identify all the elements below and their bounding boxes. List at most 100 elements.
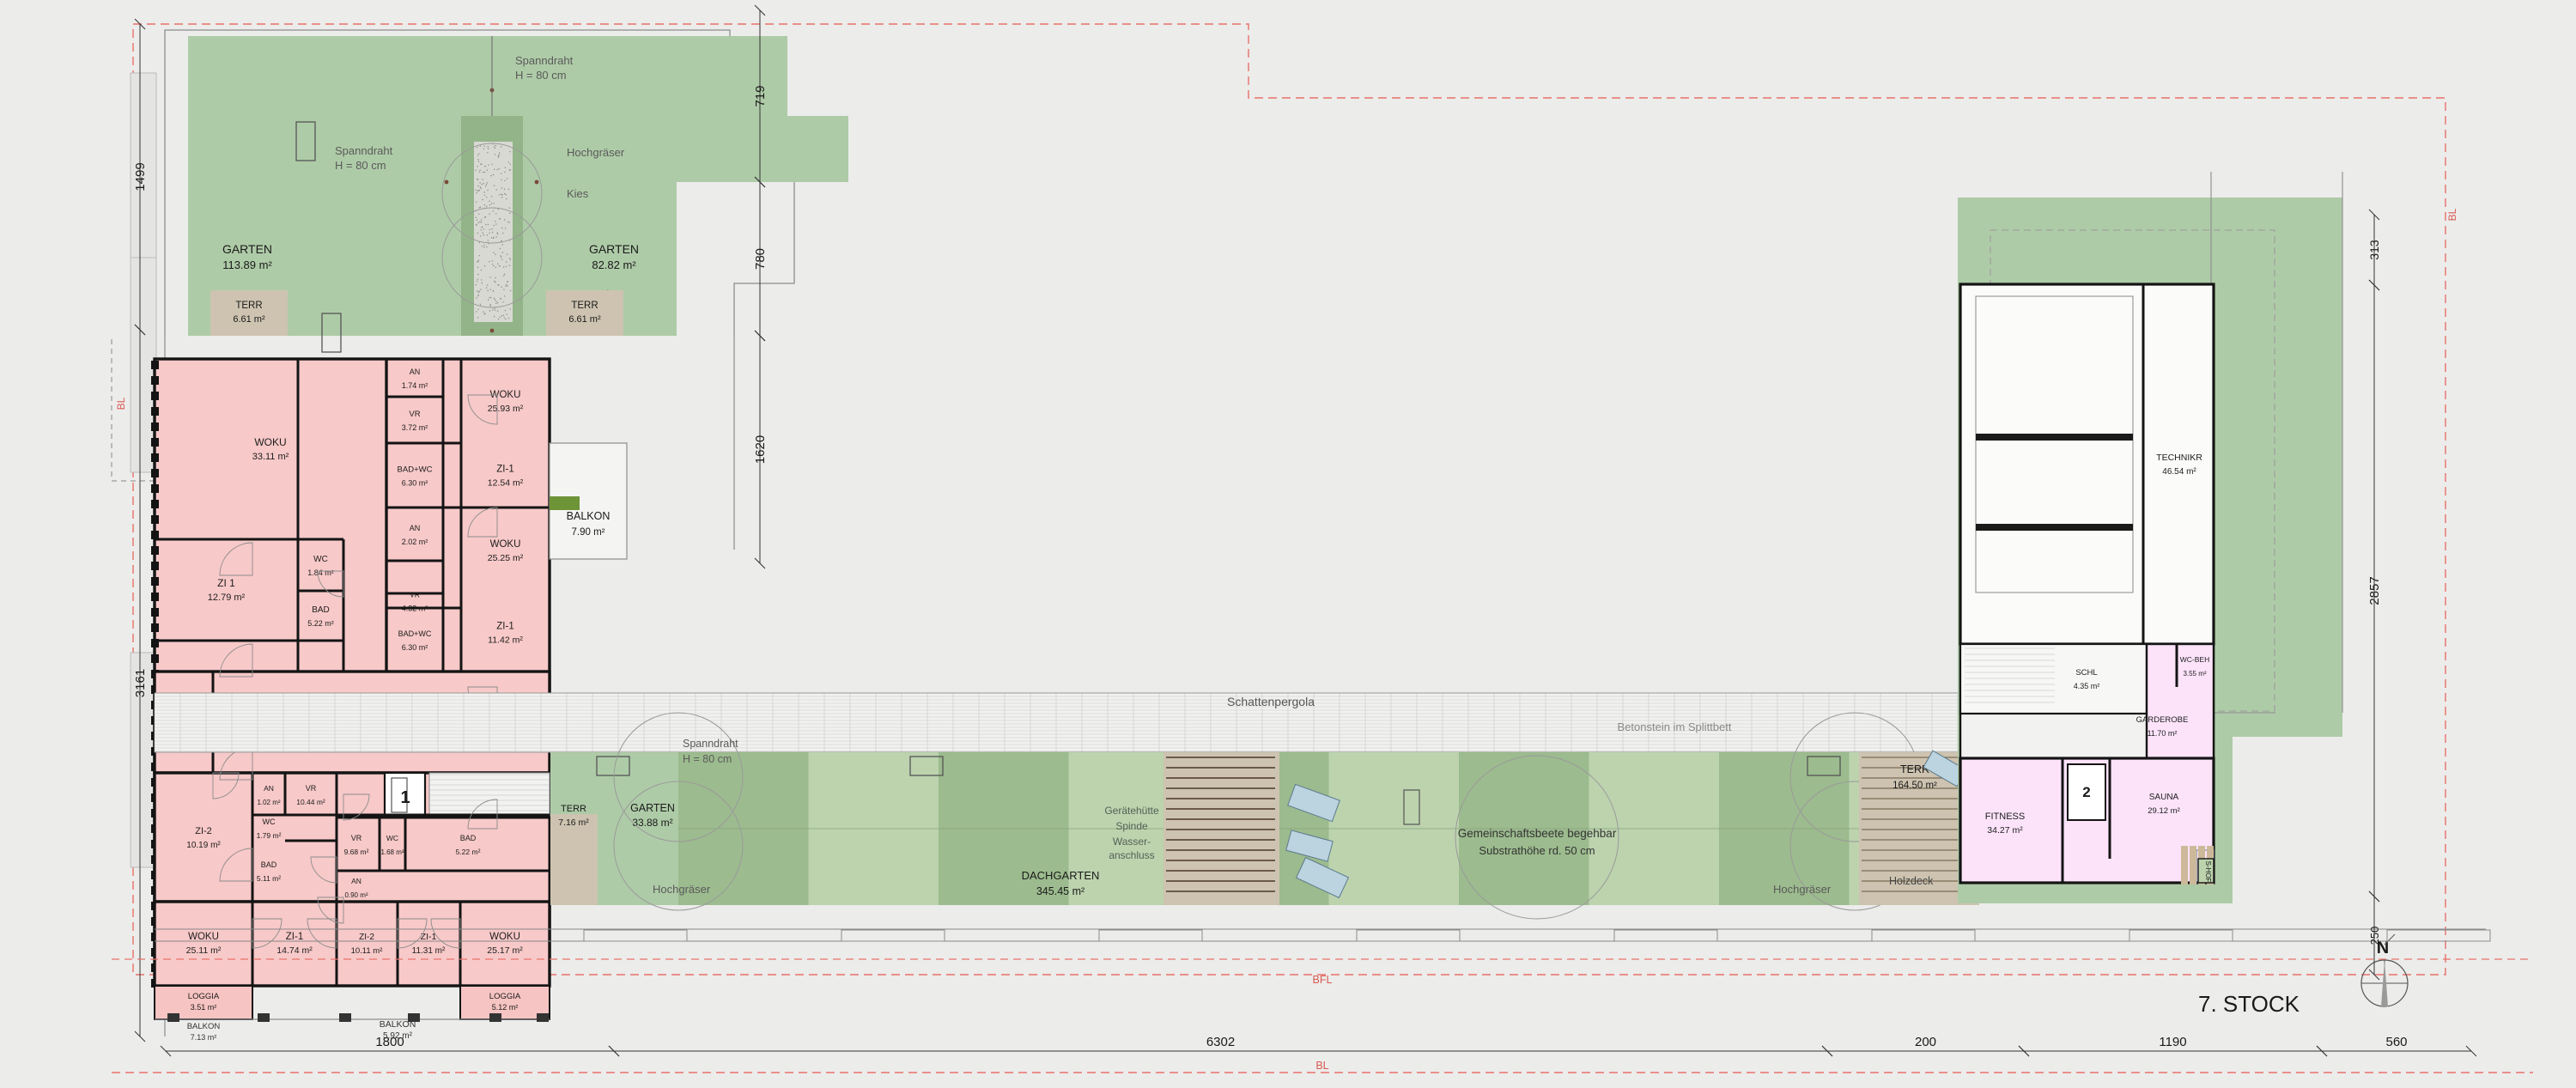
svg-text:BAD+WC: BAD+WC	[398, 629, 432, 638]
svg-text:25.93 m²: 25.93 m²	[488, 404, 524, 414]
svg-text:Holzdeck: Holzdeck	[1889, 875, 1934, 887]
svg-text:33.11 m²: 33.11 m²	[252, 452, 289, 462]
svg-text:BL: BL	[2446, 208, 2458, 221]
svg-text:Spinde: Spinde	[1115, 820, 1148, 832]
svg-text:25.17 m²: 25.17 m²	[487, 945, 523, 956]
svg-text:LOGGIA: LOGGIA	[489, 992, 521, 1001]
svg-text:25.25 m²: 25.25 m²	[488, 553, 524, 563]
svg-text:Betonstein im Splittbett: Betonstein im Splittbett	[1618, 720, 1732, 733]
svg-text:H = 80 cm: H = 80 cm	[515, 69, 567, 82]
svg-text:ZI-2: ZI-2	[359, 933, 374, 942]
svg-text:82.82 m²: 82.82 m²	[592, 258, 636, 271]
svg-text:5.12 m²: 5.12 m²	[492, 1003, 519, 1012]
svg-text:3.72 m²: 3.72 m²	[402, 423, 428, 432]
svg-text:113.89 m²: 113.89 m²	[222, 258, 272, 271]
svg-text:SCHL: SCHL	[2075, 668, 2097, 678]
svg-text:11.70 m²: 11.70 m²	[2148, 729, 2178, 738]
svg-text:Gerätehütte: Gerätehütte	[1104, 805, 1159, 817]
svg-text:WOKU: WOKU	[254, 436, 286, 448]
svg-text:2.02 m²: 2.02 m²	[402, 538, 428, 546]
svg-text:Spanndraht: Spanndraht	[683, 738, 738, 750]
svg-text:1.79 m²: 1.79 m²	[257, 831, 282, 840]
svg-text:12.79 m²: 12.79 m²	[208, 593, 246, 603]
svg-text:AN: AN	[410, 524, 421, 532]
svg-text:5.11 m²: 5.11 m²	[257, 874, 281, 883]
svg-text:14.74 m²: 14.74 m²	[276, 945, 313, 956]
svg-text:LOGGIA: LOGGIA	[188, 992, 220, 1001]
svg-text:313: 313	[2367, 240, 2381, 260]
svg-text:1190: 1190	[2159, 1035, 2186, 1049]
svg-text:ZI-1: ZI-1	[496, 465, 513, 475]
svg-text:10.19 m²: 10.19 m²	[186, 841, 221, 850]
svg-text:10.11 m²: 10.11 m²	[351, 946, 383, 956]
svg-text:46.54 m²: 46.54 m²	[2162, 467, 2196, 477]
svg-text:Hochgräser: Hochgräser	[653, 883, 711, 896]
svg-text:WOKU: WOKU	[489, 932, 520, 942]
svg-text:GARTEN: GARTEN	[222, 242, 272, 256]
svg-text:BAD: BAD	[261, 860, 277, 869]
svg-text:WOKU: WOKU	[188, 932, 219, 942]
svg-text:Wasser-: Wasser-	[1113, 836, 1151, 848]
svg-text:6.61 m²: 6.61 m²	[568, 314, 601, 325]
svg-text:5.22 m²: 5.22 m²	[456, 848, 481, 856]
svg-text:7. STOCK: 7. STOCK	[2198, 991, 2300, 1017]
svg-text:719: 719	[753, 85, 768, 106]
svg-text:3.55 m²: 3.55 m²	[2183, 670, 2206, 678]
svg-text:WC: WC	[313, 555, 328, 564]
svg-text:7.16 m²: 7.16 m²	[558, 818, 589, 828]
svg-text:7.13 m²: 7.13 m²	[191, 1033, 217, 1042]
svg-text:BFL: BFL	[1313, 974, 1333, 986]
svg-text:1620: 1620	[753, 435, 768, 464]
svg-text:Spanndraht: Spanndraht	[335, 144, 393, 157]
svg-text:TERR: TERR	[561, 804, 586, 814]
svg-text:11.42 m²: 11.42 m²	[488, 635, 523, 646]
svg-text:6.30 m²: 6.30 m²	[402, 479, 428, 488]
svg-text:164.50 m²: 164.50 m²	[1893, 781, 1937, 791]
svg-text:AN: AN	[264, 784, 274, 793]
svg-text:345.45 m²: 345.45 m²	[1036, 885, 1084, 897]
svg-text:Substrathöhe rd. 50 cm: Substrathöhe rd. 50 cm	[1479, 844, 1595, 857]
svg-text:TERR: TERR	[571, 301, 598, 311]
svg-text:GARDEROBE: GARDEROBE	[2136, 715, 2189, 725]
svg-text:BL: BL	[1315, 1060, 1328, 1072]
svg-text:2857: 2857	[2367, 576, 2382, 605]
svg-text:1.02 m²: 1.02 m²	[257, 799, 280, 806]
svg-text:BL: BL	[115, 397, 127, 410]
svg-text:1.74 m²: 1.74 m²	[402, 381, 428, 390]
svg-text:BALKON: BALKON	[567, 510, 611, 522]
svg-text:BALKON: BALKON	[187, 1022, 221, 1031]
svg-text:2: 2	[2082, 784, 2090, 800]
svg-text:FITNESS: FITNESS	[1985, 811, 2025, 822]
svg-text:33.88 m²: 33.88 m²	[632, 817, 672, 829]
svg-text:1.84 m²: 1.84 m²	[307, 568, 334, 577]
svg-text:S-HOF: S-HOF	[2204, 861, 2212, 883]
svg-text:Gemeinschaftsbeete begehbar: Gemeinschaftsbeete begehbar	[1458, 827, 1617, 840]
svg-text:1: 1	[400, 788, 410, 807]
svg-text:ZI-2: ZI-2	[195, 826, 212, 836]
svg-text:VR: VR	[306, 784, 317, 793]
svg-text:AN: AN	[410, 368, 421, 376]
svg-text:0.90 m²: 0.90 m²	[344, 891, 368, 899]
svg-text:6302: 6302	[1206, 1035, 1235, 1049]
svg-text:6.61 m²: 6.61 m²	[233, 314, 265, 325]
svg-text:12.54 m²: 12.54 m²	[488, 478, 524, 489]
svg-text:11.31 m²: 11.31 m²	[412, 946, 446, 956]
svg-text:BAD: BAD	[460, 834, 477, 842]
svg-text:SAUNA: SAUNA	[2149, 793, 2179, 802]
svg-text:1499: 1499	[133, 162, 148, 191]
svg-text:Spanndraht: Spanndraht	[515, 54, 574, 67]
svg-text:DACHGARTEN: DACHGARTEN	[1022, 869, 1100, 882]
svg-text:Hochgräser: Hochgräser	[1773, 883, 1832, 896]
svg-text:6.30 m²: 6.30 m²	[402, 643, 428, 652]
svg-text:4.35 m²: 4.35 m²	[2074, 682, 2100, 690]
svg-text:TERR: TERR	[235, 301, 262, 311]
svg-text:5.22 m²: 5.22 m²	[307, 619, 334, 628]
svg-text:VR: VR	[351, 834, 362, 842]
svg-text:WOKU: WOKU	[490, 539, 521, 550]
svg-text:H = 80 cm: H = 80 cm	[335, 159, 386, 172]
svg-text:TECHNIKR: TECHNIKR	[2156, 453, 2202, 463]
svg-text:250: 250	[2368, 927, 2381, 945]
svg-text:7.90 m²: 7.90 m²	[572, 527, 605, 538]
svg-text:560: 560	[2385, 1035, 2407, 1049]
svg-text:GARTEN: GARTEN	[630, 802, 675, 814]
